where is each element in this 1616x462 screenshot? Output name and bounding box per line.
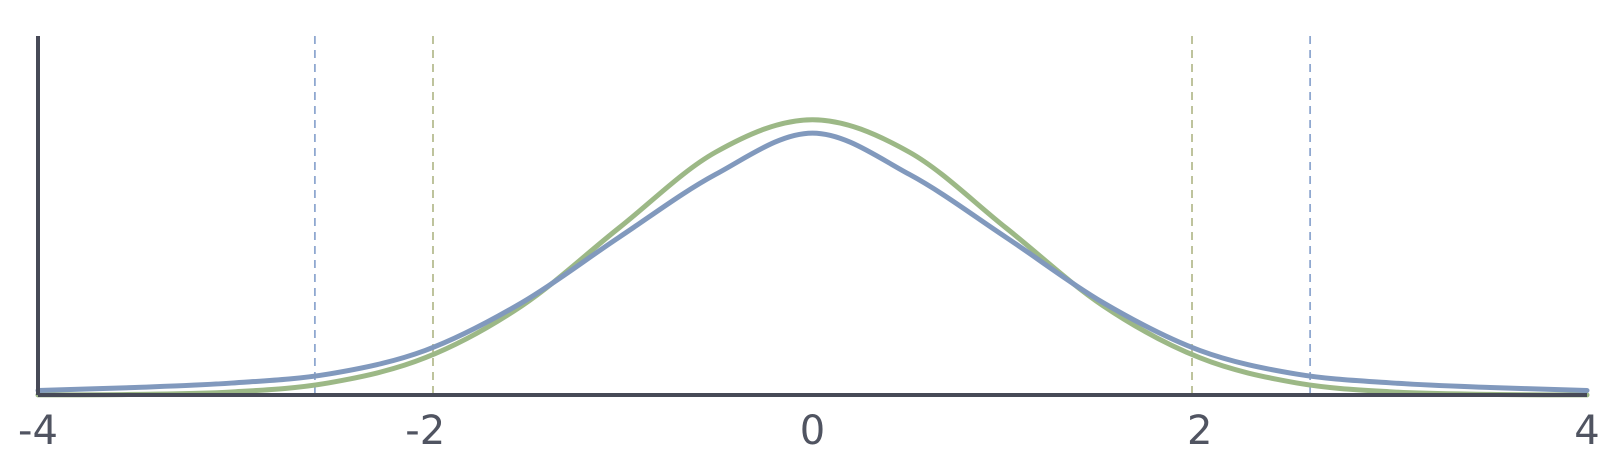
- x-tick-label: 4: [1574, 408, 1599, 454]
- x-tick-label: -4: [18, 408, 58, 454]
- x-tick-labels: -4 -2 0 2 4: [18, 408, 1600, 454]
- axes: [36, 36, 1587, 397]
- x-tick-label: -2: [405, 408, 445, 454]
- x-tick-label: 2: [1187, 408, 1212, 454]
- series-line-green: [35, 117, 1590, 398]
- series-line-blue: [35, 130, 1590, 393]
- x-tick-label: 0: [800, 408, 825, 454]
- series-lines: [35, 117, 1590, 398]
- reference-lines: [313, 36, 1312, 395]
